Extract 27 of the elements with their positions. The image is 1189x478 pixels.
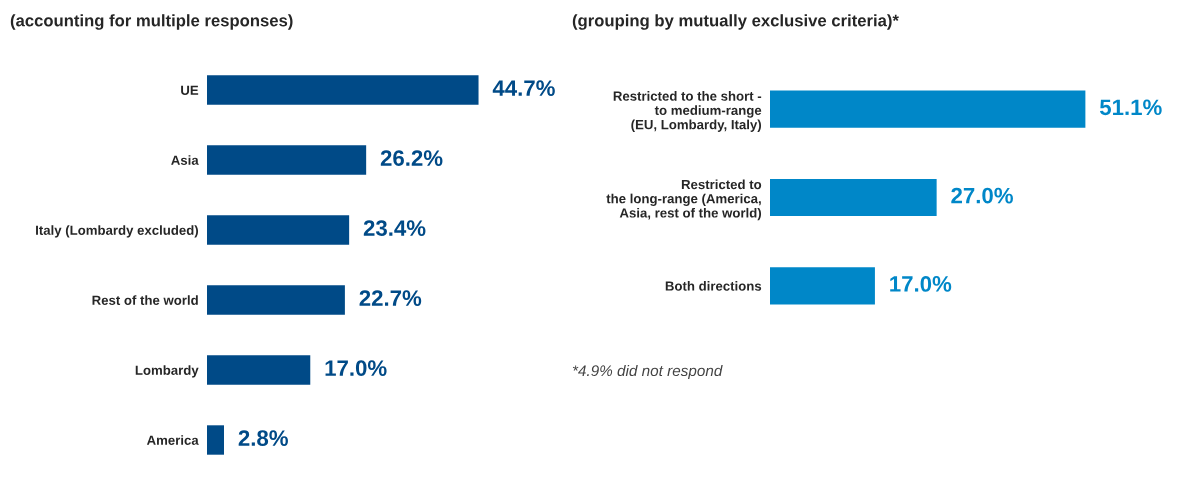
data-label: 27.0%	[951, 187, 1013, 204]
y-tick-label: Restricted to the short - to medium-range (EU, Lombardy, Italy)	[613, 91, 762, 132]
bar	[207, 355, 311, 385]
data-label: 51.1%	[1099, 99, 1162, 116]
bar	[207, 145, 367, 175]
chart-title: (accounting for multiple responses)	[10, 14, 293, 30]
y-tick-label: Lombardy	[135, 365, 199, 378]
y-tick-label: Asia	[171, 155, 199, 165]
y-tick-label: Both directions	[665, 281, 762, 291]
y-tick-label: Rest of the world	[92, 295, 198, 305]
y-tick-label: UE	[181, 85, 199, 95]
data-label: 26.2%	[380, 150, 443, 166]
data-label: 23.4%	[363, 220, 426, 236]
data-label: 17.0%	[890, 276, 952, 292]
data-label: 44.7%	[492, 80, 555, 96]
bar	[207, 75, 479, 105]
y-tick-label: Italy (Lombardy excluded)	[36, 225, 199, 238]
bar	[207, 215, 350, 245]
y-tick-label: America	[146, 435, 199, 445]
chart-title: (grouping by mutually exclusive criteria)*	[572, 14, 899, 30]
bar	[207, 285, 345, 315]
bar	[207, 425, 225, 455]
y-tick-label: Restricted to the long-range (America, Asia, rest of the world)	[606, 179, 762, 221]
text: *4.9% did not respond	[572, 364, 723, 380]
data-label: 2.8%	[238, 430, 288, 446]
data-label: 17.0%	[325, 360, 387, 376]
data-label: 22.7%	[359, 290, 422, 306]
